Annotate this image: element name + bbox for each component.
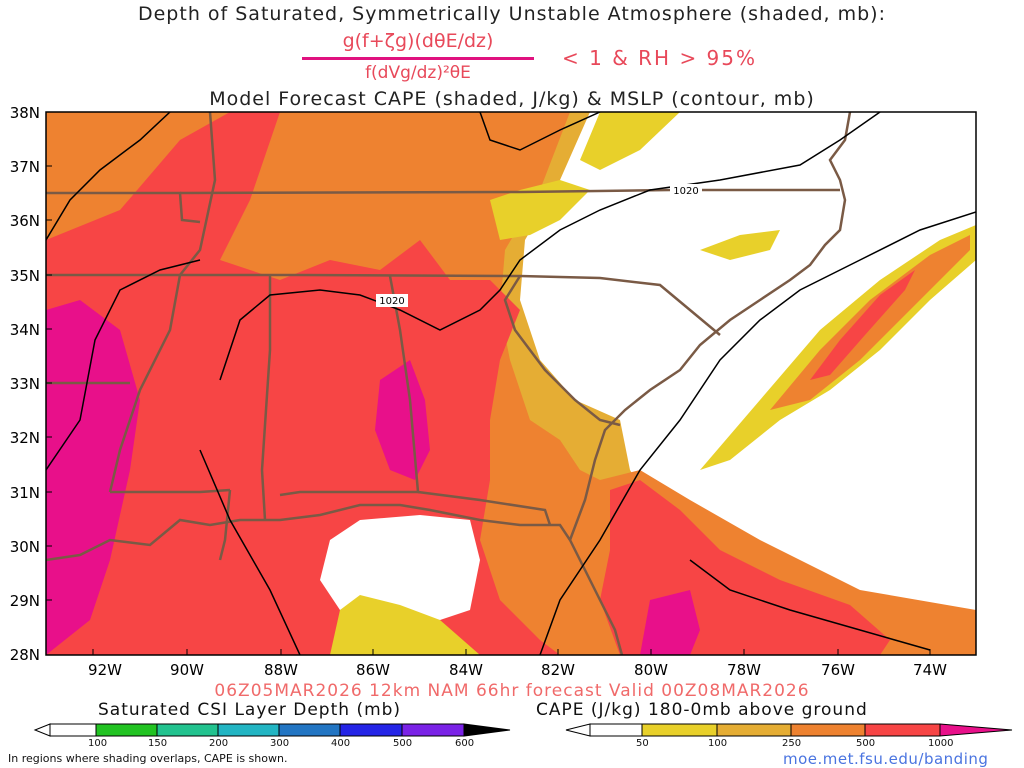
cape-swatch bbox=[864, 723, 941, 737]
cape-band-50-carolina bbox=[700, 230, 780, 260]
lon-label: 86W bbox=[356, 661, 390, 679]
cape-legend-title: CAPE (J/kg) 180-0mb above ground bbox=[536, 700, 868, 720]
lon-label: 78W bbox=[727, 661, 761, 679]
mslp-isobars bbox=[46, 112, 976, 655]
lon-label: 76W bbox=[821, 661, 855, 679]
title-line-1: Depth of Saturated, Symmetrically Unstab… bbox=[137, 3, 886, 25]
csi-legend-title: Saturated CSI Layer Depth (mb) bbox=[98, 700, 402, 720]
lat-label: 29N bbox=[10, 592, 40, 610]
source-link[interactable]: moe.met.fsu.edu/banding bbox=[783, 750, 989, 768]
csi-swatch bbox=[339, 723, 403, 737]
csi-swatch bbox=[95, 723, 158, 737]
cape-tick-label: 50 bbox=[636, 738, 649, 749]
cape-band-1000-florida bbox=[640, 590, 700, 655]
cape-tick-label: 500 bbox=[856, 738, 876, 749]
cape-tick-label: 1000 bbox=[928, 738, 954, 749]
lon-label: 80W bbox=[634, 661, 668, 679]
title-line-3: Model Forecast CAPE (shaded, J/kg) & MSL… bbox=[209, 88, 815, 110]
lat-label: 30N bbox=[10, 538, 40, 556]
lon-label: 82W bbox=[541, 661, 575, 679]
csi-colorbar-low-arrow bbox=[33, 723, 51, 737]
cape-swatch bbox=[641, 723, 718, 737]
lat-label: 33N bbox=[10, 375, 40, 393]
lat-label: 38N bbox=[10, 104, 40, 122]
lon-label: 74W bbox=[913, 661, 947, 679]
cape-swatch bbox=[716, 723, 792, 737]
cape-band-50-gulf bbox=[330, 590, 480, 655]
cape-band-1000 bbox=[46, 300, 140, 655]
lat-label: 34N bbox=[10, 321, 40, 339]
cape-band-1000-alabama bbox=[375, 360, 430, 480]
coastline bbox=[46, 503, 624, 655]
csi-tick-label: 400 bbox=[331, 738, 351, 749]
fraction-bar bbox=[302, 57, 534, 60]
csi-swatch bbox=[217, 723, 280, 737]
cape-colorbar bbox=[565, 723, 1013, 737]
isobar-label: 1020 bbox=[379, 296, 404, 307]
lat-label: 35N bbox=[10, 267, 40, 285]
lat-label: 36N bbox=[10, 212, 40, 230]
csi-tick-label: 300 bbox=[270, 738, 290, 749]
formula-numerator: g(f+ζg)(dθE/dz) bbox=[342, 30, 494, 52]
lat-label: 32N bbox=[10, 429, 40, 447]
csi-tick-label: 150 bbox=[148, 738, 168, 749]
latitude-axis: 38N 37N 36N 35N 34N 33N 32N 31N 30N 29N … bbox=[10, 104, 52, 664]
csi-colorbar-high-arrow bbox=[463, 723, 511, 737]
overlap-note: In regions where shading overlaps, CAPE … bbox=[8, 752, 288, 765]
state-borders bbox=[46, 112, 840, 561]
lat-label: 31N bbox=[10, 484, 40, 502]
lon-label: 88W bbox=[264, 661, 298, 679]
csi-swatch bbox=[156, 723, 219, 737]
csi-swatch-below-100 bbox=[49, 723, 97, 737]
formula-condition: < 1 & RH > 95% bbox=[562, 46, 758, 70]
lon-label: 92W bbox=[88, 661, 122, 679]
csi-tick-label: 600 bbox=[455, 738, 475, 749]
lat-label: 37N bbox=[10, 158, 40, 176]
forecast-valid-time: 06Z05MAR2026 12km NAM 66hr forecast Vali… bbox=[214, 681, 810, 701]
cape-swatch-below-50 bbox=[589, 723, 643, 737]
lon-label: 90W bbox=[170, 661, 204, 679]
formula-denominator: f(dVg/dz)²θE bbox=[365, 63, 471, 83]
stability-ratio-formula: g(f+ζg)(dθE/dz) f(dVg/dz)²θE bbox=[300, 30, 536, 90]
cape-band-50-north bbox=[580, 112, 680, 170]
isobar-label: 1020 bbox=[673, 186, 698, 197]
csi-tick-label: 100 bbox=[88, 738, 108, 749]
longitude-axis: 92W 90W 88W 86W 84W 82W 80W 78W 76W 74W bbox=[88, 649, 947, 679]
cape-plume-offshore-500 bbox=[810, 270, 915, 380]
gulf-clear-area bbox=[320, 515, 480, 620]
cape-colorbar-low-arrow bbox=[565, 723, 591, 737]
cape-tick-label: 100 bbox=[708, 738, 728, 749]
csi-tick-label: 200 bbox=[209, 738, 229, 749]
lat-label: 28N bbox=[10, 646, 40, 664]
cape-swatch bbox=[790, 723, 866, 737]
coastline-east bbox=[568, 112, 852, 541]
cape-colorbar-high-arrow bbox=[939, 723, 1013, 737]
lon-label: 84W bbox=[449, 661, 483, 679]
csi-tick-label: 500 bbox=[393, 738, 413, 749]
csi-swatch bbox=[401, 723, 465, 737]
cape-tick-label: 250 bbox=[782, 738, 802, 749]
csi-swatch bbox=[278, 723, 341, 737]
cape-band-50 bbox=[490, 180, 590, 240]
csi-colorbar bbox=[33, 723, 511, 737]
